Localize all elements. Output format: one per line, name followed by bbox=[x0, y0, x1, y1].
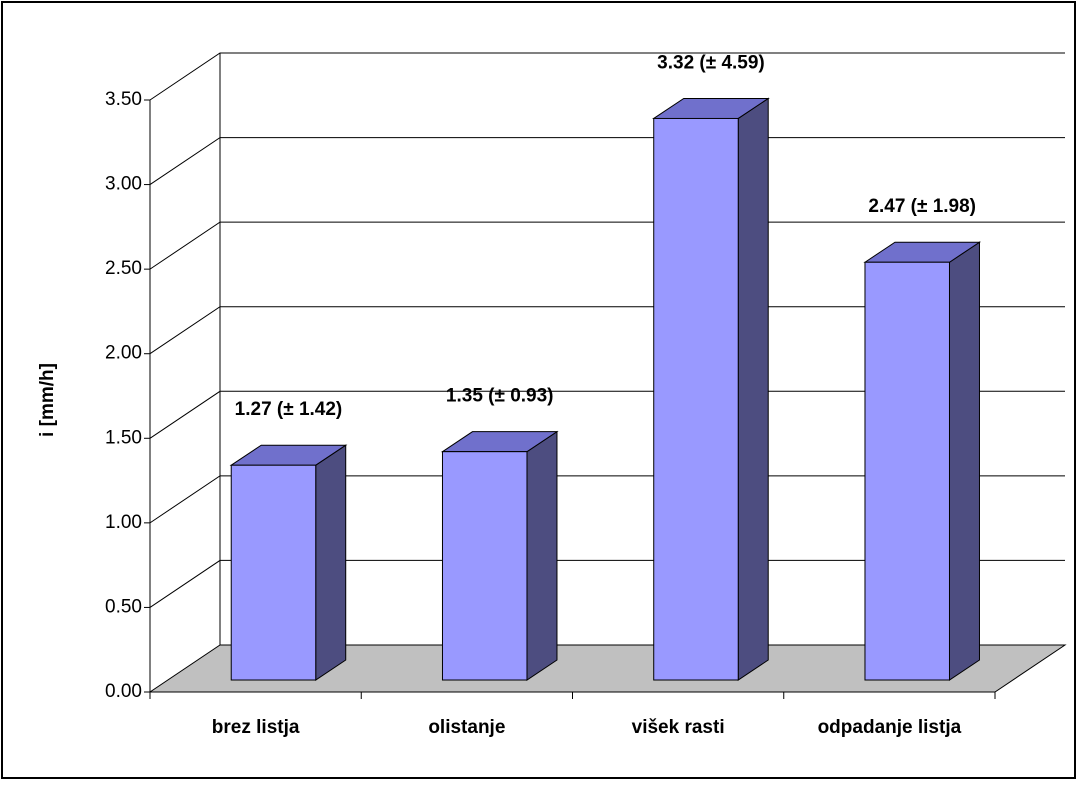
y-tick-label: 3.00 bbox=[105, 174, 142, 195]
bar-side bbox=[737, 97, 769, 681]
grid-line bbox=[149, 559, 1065, 608]
x-tick-label: olistanje bbox=[428, 717, 505, 738]
y-tick-label: 2.50 bbox=[105, 258, 142, 279]
value-label: 1.35 (± 0.93) bbox=[446, 386, 554, 407]
x-tick-label: brez listja bbox=[212, 717, 300, 738]
x-tick-label: višek rasti bbox=[632, 717, 725, 738]
grid-line bbox=[149, 52, 1065, 101]
bar bbox=[653, 117, 739, 681]
grid-line bbox=[149, 306, 1065, 355]
x-tick-label: odpadanje listja bbox=[818, 717, 962, 738]
y-axis-title: i [mm/h] bbox=[37, 363, 58, 437]
bar-side bbox=[315, 444, 347, 681]
bar-side bbox=[948, 241, 980, 681]
bar bbox=[441, 451, 528, 681]
value-label: 1.27 (± 1.42) bbox=[235, 399, 343, 420]
y-tick-label: 0.00 bbox=[105, 681, 142, 702]
y-tick-label: 1.50 bbox=[105, 427, 142, 448]
value-label: 3.32 (± 4.59) bbox=[657, 52, 765, 73]
value-label: 2.47 (± 1.98) bbox=[868, 196, 976, 217]
y-tick-label: 2.00 bbox=[105, 343, 142, 364]
grid-line bbox=[149, 137, 1065, 185]
grid-line bbox=[149, 390, 1065, 439]
bar-side bbox=[526, 430, 558, 681]
bar bbox=[230, 464, 317, 681]
bar bbox=[864, 261, 950, 681]
y-tick-label: 3.50 bbox=[105, 89, 142, 110]
grid-line bbox=[149, 221, 1065, 270]
y-tick-label: 1.00 bbox=[105, 512, 142, 533]
grid-line bbox=[149, 475, 1065, 524]
y-tick-label: 0.50 bbox=[105, 596, 142, 617]
